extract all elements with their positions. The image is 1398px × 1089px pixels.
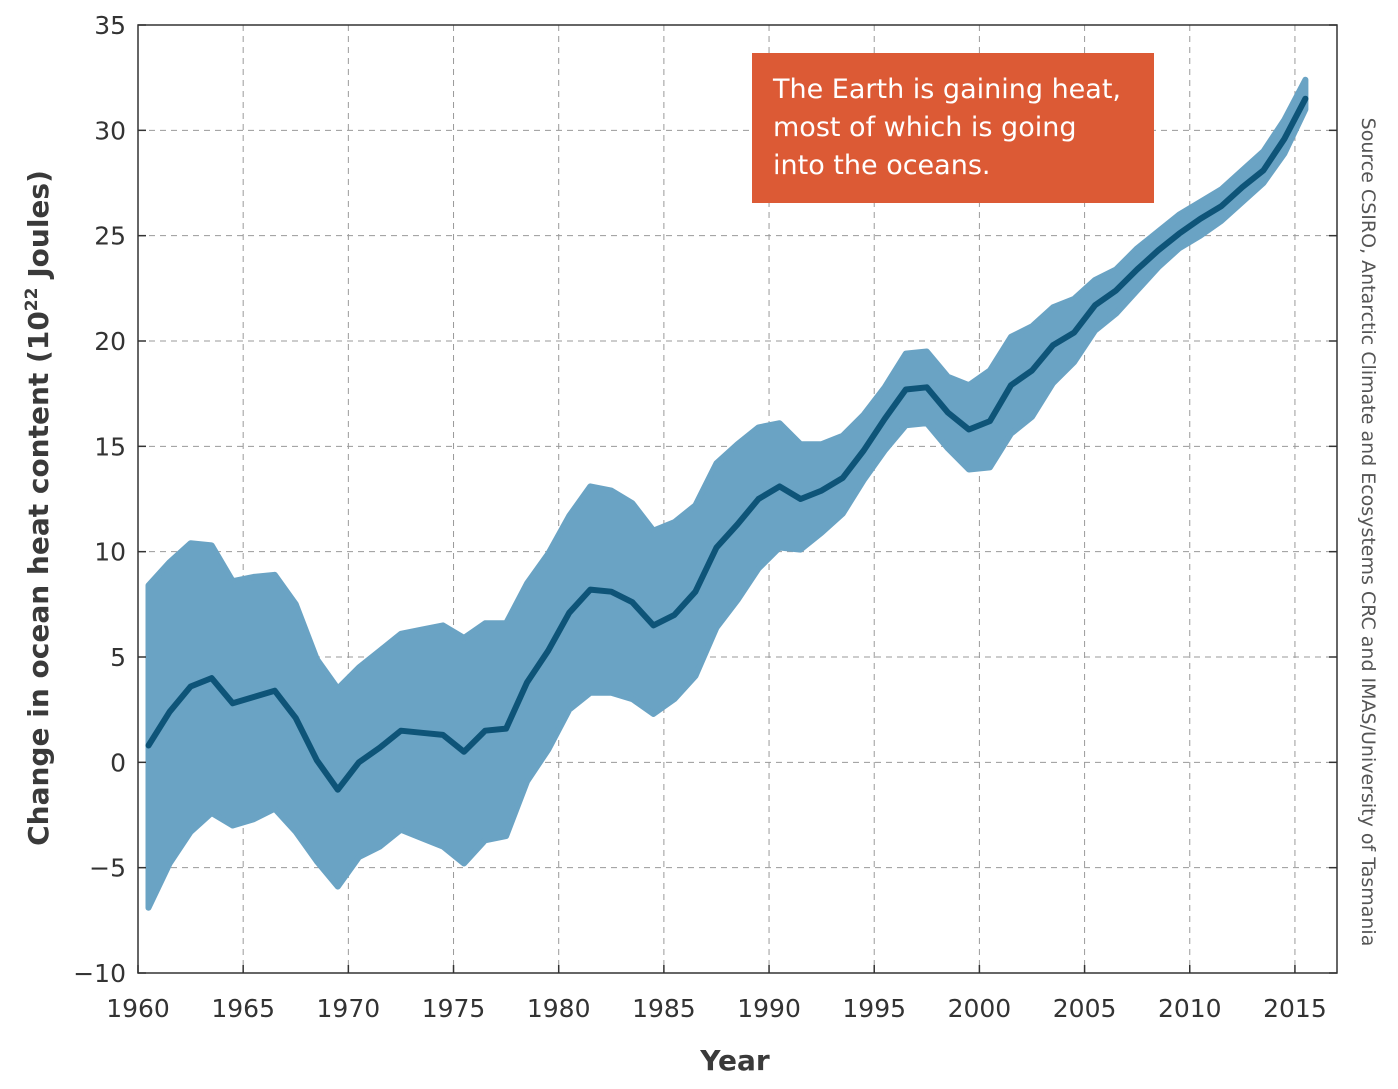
annotation-line-2: most of which is going bbox=[773, 112, 1076, 143]
y-tick-label: 30 bbox=[94, 116, 126, 145]
x-tick-labels: 1960 1965 1970 1975 1980 1985 1990 1995 2000 2005… bbox=[106, 994, 1327, 1023]
x-tick-label: 1975 bbox=[422, 994, 486, 1023]
x-tick-label: 1985 bbox=[632, 994, 696, 1023]
y-tick-label: 25 bbox=[94, 222, 126, 251]
x-tick-label: 1965 bbox=[211, 994, 275, 1023]
uncertainty-band bbox=[145, 76, 1309, 911]
x-tick-label: 1960 bbox=[106, 994, 170, 1023]
y-tick-label: 0 bbox=[110, 748, 126, 777]
y-axis-title-exponent: 22 bbox=[22, 288, 42, 312]
x-tick-label: 2005 bbox=[1053, 994, 1117, 1023]
x-axis-title: Year bbox=[699, 1044, 770, 1077]
axis-ticks bbox=[137, 24, 1337, 974]
x-tick-label: 2000 bbox=[948, 994, 1012, 1023]
x-tick-label: 1980 bbox=[527, 994, 591, 1023]
plot-frame bbox=[137, 24, 1338, 974]
y-tick-label: 35 bbox=[94, 11, 126, 40]
y-tick-label: −5 bbox=[89, 854, 126, 883]
source-credit: Source CSIRO, Antarctic Climate and Ecos… bbox=[1357, 118, 1379, 947]
y-axis-title-main: Change in ocean heat content (10 bbox=[22, 311, 55, 846]
annotation-background bbox=[752, 53, 1154, 203]
heat-content-line-layer bbox=[145, 95, 1309, 793]
x-tick-label: 1970 bbox=[317, 994, 381, 1023]
annotation-box: The Earth is gaining heat, most of which… bbox=[752, 53, 1154, 203]
annotation-line-1: The Earth is gaining heat, bbox=[772, 74, 1121, 105]
y-tick-label: 10 bbox=[94, 538, 126, 567]
y-tick-label: 20 bbox=[94, 327, 126, 356]
uncertainty-band-layer bbox=[145, 76, 1309, 911]
y-tick-label: 15 bbox=[94, 432, 126, 461]
y-tick-label: −10 bbox=[73, 959, 126, 988]
y-axis-title: Change in ocean heat content (1022 Joule… bbox=[22, 170, 55, 846]
annotation-line-3: into the oceans. bbox=[773, 150, 990, 181]
x-tick-label: 2010 bbox=[1158, 994, 1222, 1023]
y-tick-labels: −10 −5 0 5 10 15 20 25 30 35 bbox=[73, 11, 126, 988]
x-tick-label: 1995 bbox=[842, 994, 906, 1023]
x-tick-label: 2015 bbox=[1263, 994, 1327, 1023]
x-tick-label: 1990 bbox=[737, 994, 801, 1023]
heat-content-line bbox=[145, 95, 1309, 793]
y-axis-title-unit: Joules) bbox=[22, 170, 55, 287]
y-tick-label: 5 bbox=[110, 643, 126, 672]
